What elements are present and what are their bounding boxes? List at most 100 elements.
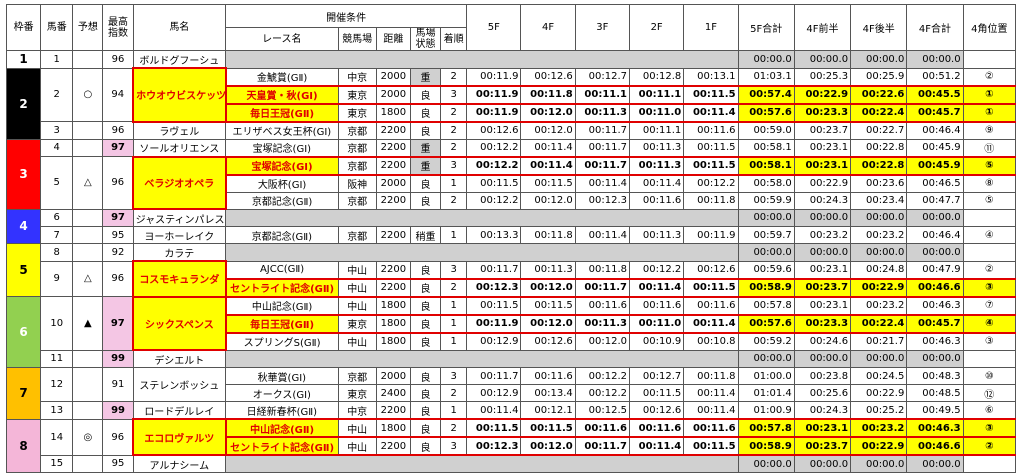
- horse-name: ステレンボッシュ: [132, 367, 227, 402]
- frame-number: 3: [5, 138, 42, 210]
- corner-position: ⑥: [962, 401, 1017, 420]
- split-time: 00:12.0: [520, 436, 576, 456]
- corner-position: ③: [962, 418, 1017, 438]
- horse-number: 4: [40, 138, 74, 157]
- horse-name: アルナシーム: [132, 454, 227, 473]
- split-time: 00:11.5: [520, 418, 576, 438]
- no-race: [225, 454, 739, 473]
- split-time: 00:11.1: [628, 121, 685, 140]
- no-race: [225, 50, 739, 69]
- corner-position: [962, 243, 1017, 262]
- split-time: 00:11.7: [574, 138, 631, 157]
- total-time: 00:59.0: [737, 121, 795, 140]
- total-time: 00:46.6: [906, 436, 964, 456]
- total-time: 00:24.8: [850, 260, 908, 279]
- split-time: 00:11.3: [628, 138, 685, 157]
- column-header: 5F合計: [737, 4, 795, 51]
- total-time: 00:58.1: [737, 155, 795, 176]
- split-time: 00:12.0: [520, 313, 576, 334]
- split-time: 00:11.7: [466, 367, 522, 385]
- finish: 1: [440, 313, 468, 334]
- column-header: レース名: [225, 27, 339, 51]
- race-row: 13 99 ロードデルレイ 日経新春杯(GⅡ) 中京 2200 良 1 00:11.4 00:12…: [7, 401, 1017, 420]
- distance: 1800: [375, 332, 411, 351]
- race-name: 宝塚記念(GⅠ): [225, 155, 339, 176]
- split-time: 00:11.6: [574, 418, 631, 438]
- course: 京都: [337, 191, 377, 210]
- race-row: 7 95 ヨーホーレイク 京都記念(GⅡ) 京都 2200 稍重 1 00:13.3 00:11.…: [7, 226, 1017, 244]
- total-time: 00:22.9: [793, 174, 852, 193]
- going: 良: [409, 121, 442, 140]
- prediction-mark: △: [72, 260, 104, 297]
- going: 良: [409, 277, 442, 298]
- max-index: 97: [102, 208, 134, 227]
- column-header: 4F前半: [793, 4, 852, 51]
- finish: 1: [440, 174, 468, 193]
- column-header: 4角位置: [962, 4, 1017, 51]
- distance: 2200: [375, 436, 411, 456]
- total-time: 00:25.3: [793, 67, 852, 86]
- distance: 2200: [375, 138, 411, 157]
- distance: 2200: [375, 155, 411, 176]
- going: 稍重: [409, 226, 442, 244]
- column-group-header: 開催条件: [225, 4, 468, 28]
- race-name: セントライト記念(GⅡ): [225, 436, 339, 456]
- split-time: 00:12.6: [466, 121, 522, 140]
- corner-position: ⑩: [962, 367, 1017, 385]
- race-row: 毎日王冠(GⅡ) 東京 1800 良 1 00:11.9 00:12.0 00:11.3 00:…: [7, 313, 1017, 334]
- total-time: 00:57.4: [737, 84, 795, 105]
- horse-number: 15: [40, 454, 74, 473]
- column-header: 競馬場: [337, 27, 377, 51]
- split-time: 00:11.0: [628, 313, 685, 334]
- split-time: 00:11.6: [628, 418, 685, 438]
- split-time: 00:11.5: [683, 84, 739, 105]
- course: 中山: [337, 436, 377, 456]
- horse-number: 7: [40, 226, 74, 244]
- total-time: 00:48.3: [906, 367, 964, 385]
- split-time: 00:10.9: [628, 332, 685, 351]
- race-name: セントライト記念(GⅡ): [225, 277, 339, 298]
- corner-position: ①: [962, 84, 1017, 105]
- split-time: 00:11.1: [574, 84, 631, 105]
- race-row: 15 95 アルナシーム 00:00.0 00:00.0 00:00.0 00:00.0: [7, 454, 1017, 473]
- total-time: 00:47.7: [906, 191, 964, 210]
- total-time: 00:22.4: [850, 313, 908, 334]
- split-time: 00:12.2: [683, 174, 739, 193]
- header-row: 枠番 馬番 予想 最高指数 馬名 開催条件 5F 4F 3F 2F 1F 5F合計 4F前半 4F後半 4F…: [5, 4, 1017, 51]
- total-time: 00:21.7: [850, 332, 908, 351]
- distance: 2200: [375, 226, 411, 244]
- corner-position: ④: [962, 313, 1017, 334]
- horse-number: 10: [40, 296, 74, 351]
- corner-position: [962, 50, 1017, 69]
- total-time: 00:51.2: [906, 67, 964, 86]
- race-row: 毎日王冠(GⅡ) 東京 1800 良 2 00:11.9 00:12.0 00:11.3 00:…: [7, 102, 1017, 123]
- finish: 3: [440, 155, 468, 176]
- split-time: 00:11.6: [628, 296, 685, 315]
- frame-number: 8: [5, 418, 42, 473]
- split-time: 00:12.6: [683, 260, 739, 279]
- total-time: 00:58.9: [737, 436, 795, 456]
- finish: 2: [440, 418, 468, 438]
- race-name: 金鯱賞(GⅡ): [225, 67, 339, 86]
- total-time: 01:01.4: [737, 384, 795, 402]
- race-name: エリザベス女王杯(GⅠ): [225, 121, 339, 140]
- split-time: 00:11.9: [466, 313, 522, 334]
- max-index: 96: [102, 418, 134, 456]
- horse-number: 14: [40, 418, 74, 456]
- total-time: 00:00.0: [850, 208, 908, 227]
- horse-name: ホウオウビスケッツ: [132, 67, 227, 123]
- split-time: 00:11.5: [466, 174, 522, 193]
- total-time: 00:23.6: [850, 174, 908, 193]
- split-time: 00:11.6: [574, 296, 631, 315]
- total-time: 00:00.0: [850, 50, 908, 69]
- split-time: 00:12.0: [520, 102, 576, 123]
- total-time: 00:59.2: [737, 332, 795, 351]
- max-index: 92: [102, 243, 134, 262]
- total-time: 00:46.3: [906, 332, 964, 351]
- total-time: 00:25.9: [850, 67, 908, 86]
- distance: 2200: [375, 401, 411, 420]
- corner-position: ②: [962, 436, 1017, 456]
- frame-number: 7: [5, 367, 42, 420]
- total-time: 00:58.9: [737, 277, 795, 298]
- race-name: 京都記念(GⅡ): [225, 191, 339, 210]
